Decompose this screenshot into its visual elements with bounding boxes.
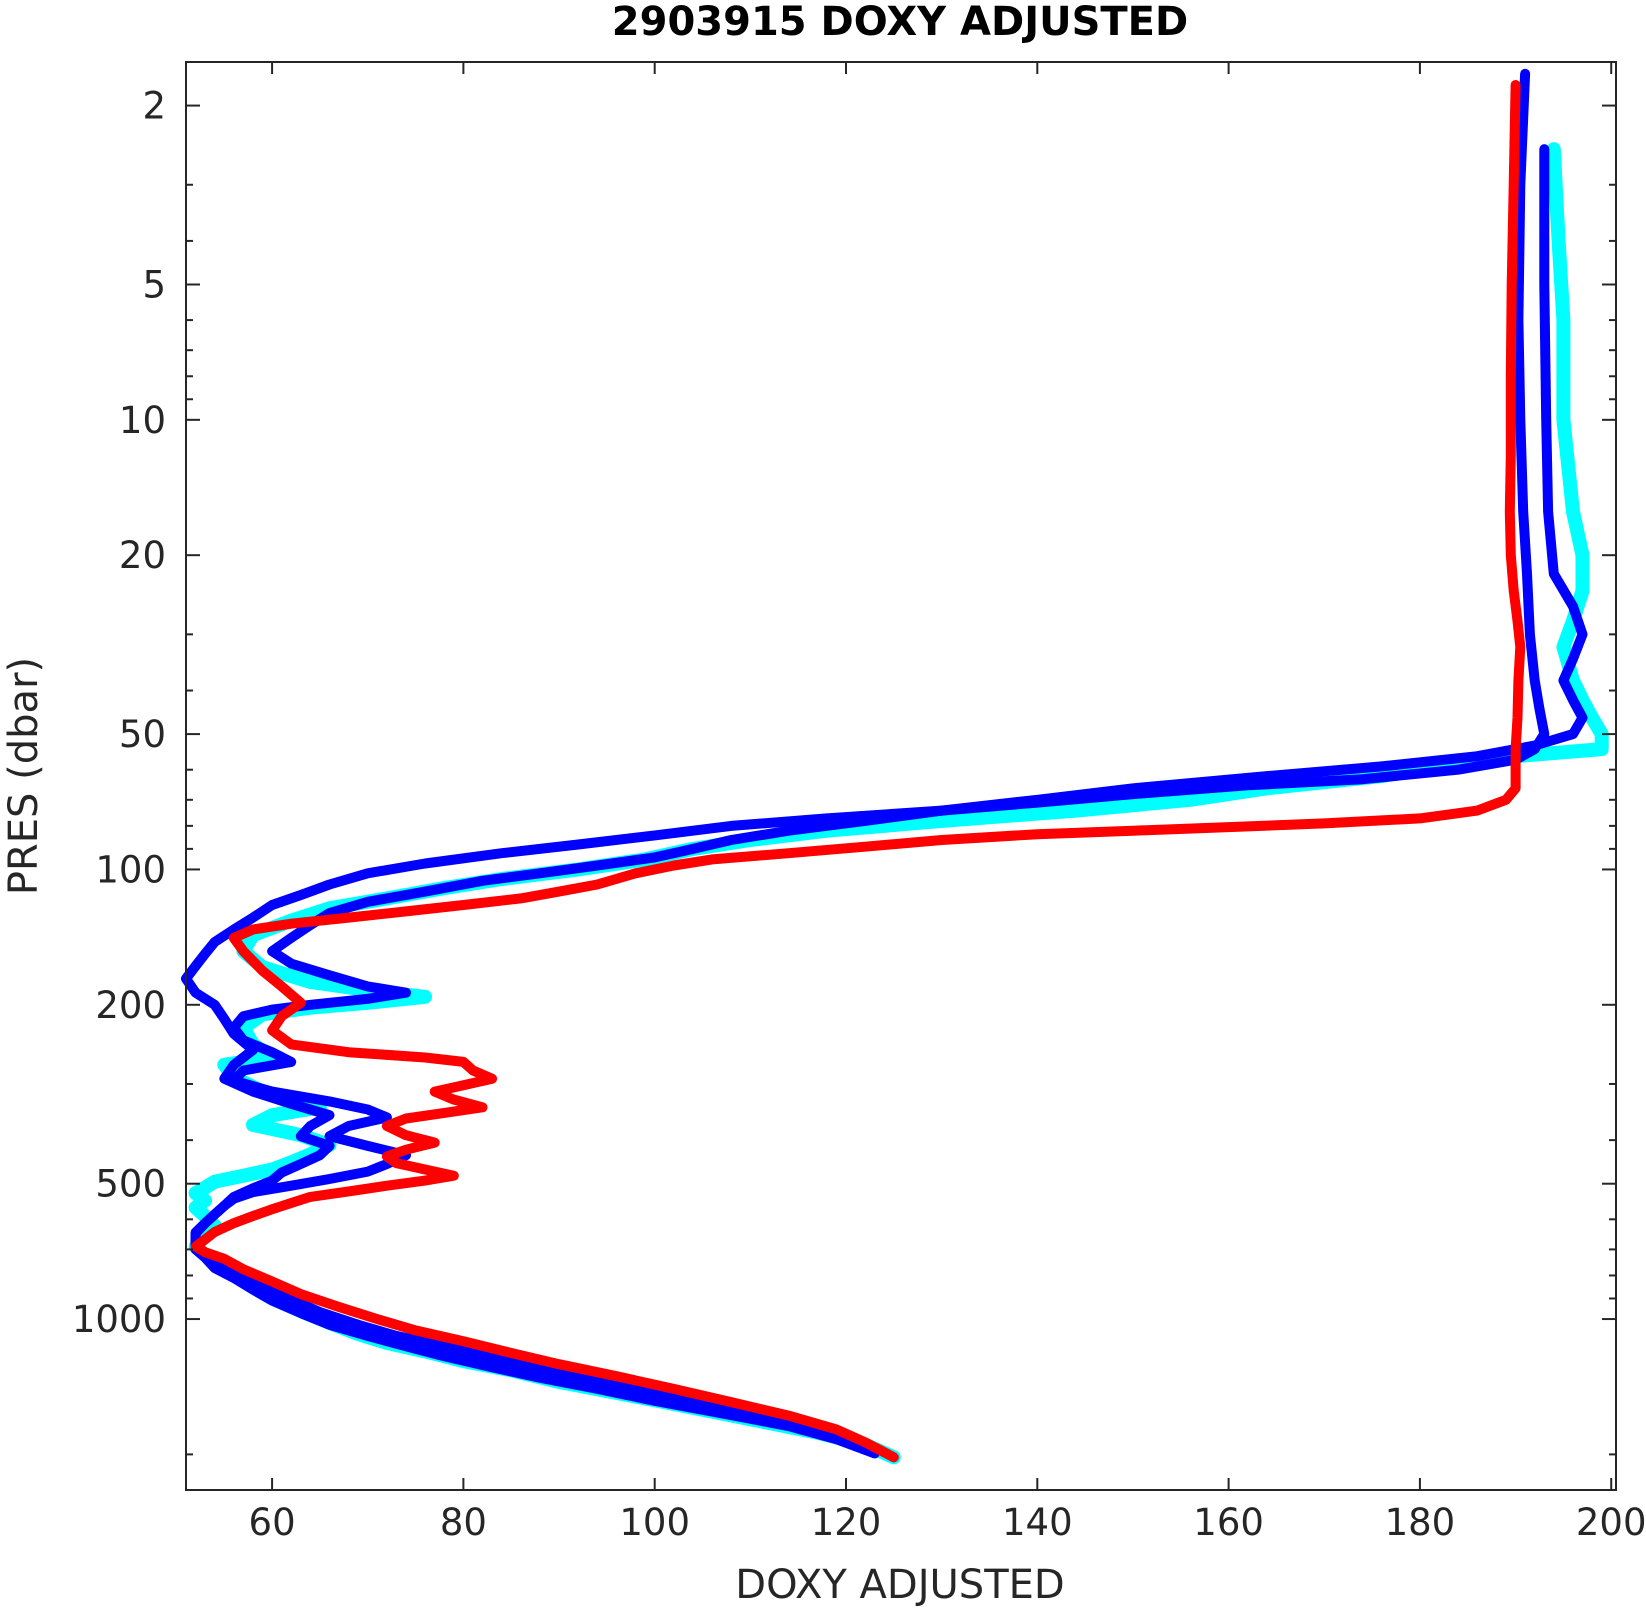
x-axis-ticks: 60 80 100 120 140 160 180 200: [249, 62, 1646, 1544]
plot-frame: [185, 61, 1617, 1491]
y-tick-label: 10: [119, 399, 166, 442]
y-tick-label: 200: [95, 984, 166, 1027]
series-line-2: [181, 68, 1550, 1459]
series-line-1: [188, 142, 1609, 1465]
x-tick-label: 100: [619, 1501, 690, 1544]
x-tick-label: 180: [1385, 1501, 1456, 1544]
y-tick-label: 1000: [72, 1298, 166, 1341]
x-tick-label: 60: [249, 1501, 296, 1544]
x-tick-label: 80: [440, 1501, 487, 1544]
x-tick-label: 120: [811, 1501, 882, 1544]
y-tick-label: 5: [142, 263, 166, 306]
series-line-4: [190, 80, 1526, 1463]
series-layer: [181, 68, 1609, 1465]
chart-title: 2903915 DOXY ADJUSTED: [612, 0, 1188, 45]
y-axis-ticks: 2 5 10 20 50 100 200 500 1000: [72, 85, 1616, 1456]
y-tick-label: 50: [119, 713, 166, 756]
y-axis-label: PRES (dbar): [1, 657, 47, 895]
y-tick-label: 20: [119, 534, 166, 577]
x-tick-label: 140: [1002, 1501, 1073, 1544]
x-axis-label: DOXY ADJUSTED: [735, 1562, 1064, 1608]
series-line-3: [190, 144, 1588, 1455]
x-tick-label: 200: [1576, 1501, 1646, 1544]
x-tick-label: 160: [1193, 1501, 1264, 1544]
y-tick-label: 2: [142, 85, 166, 128]
y-tick-label: 100: [95, 848, 166, 891]
y-tick-label: 500: [95, 1163, 166, 1206]
